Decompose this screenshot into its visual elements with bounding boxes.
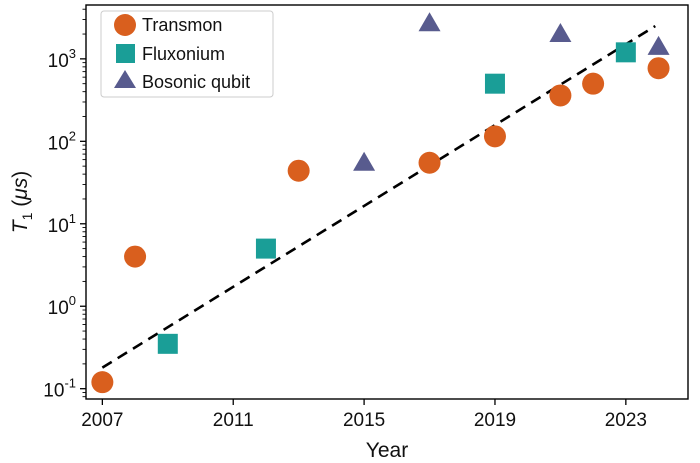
legend-label-fluxonium: Fluxonium [142, 44, 225, 64]
transmon-point [287, 159, 310, 182]
y-tick-label: 101 [48, 211, 76, 237]
x-tick-label: 2011 [213, 410, 254, 431]
transmon-point [549, 84, 572, 107]
fluxonium-point [615, 42, 636, 63]
y-axis: 10-1 100 101 102 103 [43, 8, 86, 402]
fluxonium-point [157, 333, 178, 354]
bosonic-qubit-point [549, 23, 572, 43]
y-tick-label: 103 [48, 46, 76, 72]
transmon-point [582, 72, 605, 95]
legend: Transmon Fluxonium Bosonic qubit [100, 10, 274, 98]
trend-line [101, 24, 656, 369]
transmon-point [124, 245, 147, 268]
x-axis-label: Year [366, 439, 408, 462]
legend-label-transmon: Transmon [142, 15, 222, 35]
transmon-point [483, 125, 506, 148]
legend-label-bosonic: Bosonic qubit [142, 72, 250, 92]
legend-marker-transmon [114, 14, 136, 36]
bosonic-qubit-point [647, 35, 670, 55]
x-axis: 2007 2011 2015 2019 2023 [81, 399, 647, 431]
fluxonium-point [255, 238, 276, 259]
y-tick-label: 10-1 [43, 376, 76, 402]
x-tick-label: 2015 [343, 410, 385, 431]
y-axis-label: T1 (μs) [9, 171, 35, 233]
y-tick-label: 102 [48, 128, 76, 154]
plot-frame [85, 4, 689, 400]
legend-marker-bosonic [114, 70, 136, 88]
bosonic-qubit-point [418, 12, 441, 32]
transmon-point [418, 151, 441, 174]
y-tick-label: 100 [48, 293, 76, 319]
legend-box [100, 10, 274, 98]
legend-marker-fluxonium [116, 44, 135, 63]
x-tick-label: 2023 [605, 410, 647, 431]
x-tick-label: 2019 [474, 410, 516, 431]
data-layer [91, 12, 670, 394]
x-tick-label: 2007 [81, 410, 123, 431]
transmon-point [91, 371, 114, 394]
bosonic-qubit-point [353, 151, 376, 171]
transmon-point [647, 57, 670, 80]
fluxonium-point [484, 73, 505, 94]
